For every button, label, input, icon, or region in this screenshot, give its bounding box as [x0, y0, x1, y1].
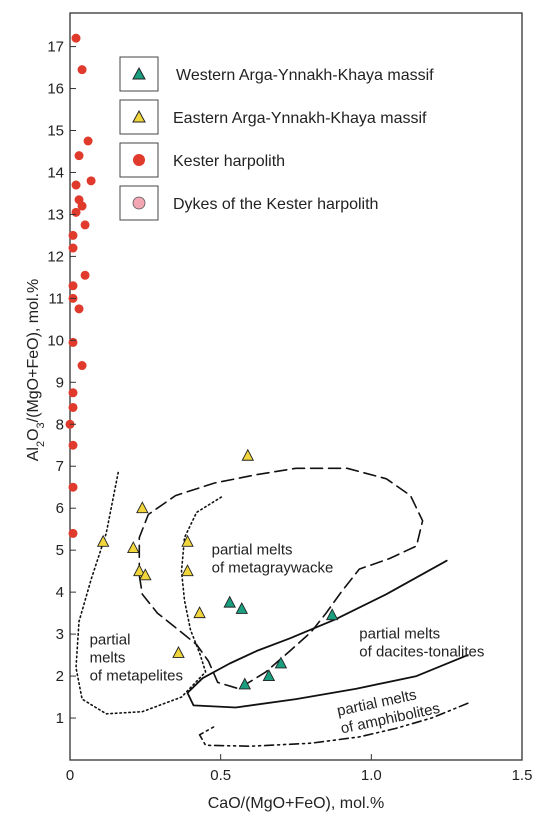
field-label-line: of dacites-tonalites [359, 643, 484, 660]
data-point-series-3 [83, 136, 93, 146]
data-point-series-3 [80, 270, 90, 280]
y-title-o: O [25, 428, 42, 440]
x-tick-label: 0.5 [210, 767, 231, 784]
data-point-series-3 [68, 528, 78, 538]
field-outline-2 [138, 467, 424, 690]
plot-frame [69, 12, 523, 761]
x-tick-label: 0 [66, 767, 74, 784]
data-point-series-3 [68, 388, 78, 398]
field-label-4: partial meltsof amphibolites [335, 682, 441, 737]
data-point-series-2 [181, 564, 194, 577]
x-tick-label: 1.0 [361, 767, 382, 784]
x-tick-label: 1.5 [512, 767, 533, 784]
y-title-sub-2: 2 [35, 441, 47, 447]
y-tick-label: 8 [56, 416, 64, 433]
x-axis-title: CaO/(MgO+FeO), mol.% [208, 795, 384, 812]
data-point-series-2 [139, 568, 152, 581]
data-point-series-1 [325, 608, 339, 621]
field-outline-4 [198, 702, 469, 748]
field-label-line: partial melts [212, 541, 293, 558]
data-point-series-3 [68, 482, 78, 492]
y-tick-label: 5 [56, 542, 64, 559]
data-point-series-2 [127, 541, 140, 554]
data-point-series-2 [96, 534, 110, 547]
data-point-series-2 [136, 501, 149, 514]
data-point-series-3 [68, 337, 78, 347]
y-tick-label: 14 [47, 164, 64, 181]
data-point-series-1 [274, 656, 288, 669]
data-point-series-2 [241, 448, 255, 461]
data-point-series-3 [77, 361, 87, 371]
data-point-series-3 [74, 304, 84, 314]
data-point-series-3 [71, 207, 81, 217]
data-point-series-2 [172, 646, 185, 658]
field-label-1: partial melts of metapelites [90, 632, 183, 685]
field-label-2: partial melts of metagraywacke [212, 541, 334, 576]
y-axis-title: Al2O3/(MgO+FeO), mol.% [25, 279, 47, 462]
y-tick-label: 1 [56, 710, 64, 727]
y-tick-label: 13 [47, 206, 64, 223]
field-label-line: melts [90, 650, 126, 667]
y-tick-label: 12 [47, 248, 64, 265]
field-label-line: partial [90, 632, 131, 649]
y-tick-label: 4 [56, 584, 64, 601]
data-point-series-3 [71, 33, 81, 43]
y-title-sub-3: 3 [35, 422, 47, 428]
data-point-series-3 [68, 281, 78, 291]
data-point-series-1 [262, 669, 276, 682]
y-tick-label: 10 [47, 332, 64, 349]
data-point-series-1 [223, 595, 236, 608]
y-tick-label: 7 [56, 458, 64, 475]
data-point-series-3 [80, 220, 90, 230]
data-point-series-3 [68, 402, 78, 412]
data-point-series-2 [193, 606, 206, 619]
y-title-rest: /(MgO+FeO), mol.% [25, 279, 42, 423]
legend: Western Arga-Ynnakh-Khaya massif Eastern… [119, 56, 434, 221]
fields-layer [75, 467, 469, 748]
data-point-series-3 [68, 230, 78, 240]
y-tick-label: 15 [47, 123, 64, 140]
y-tick-label: 17 [47, 39, 64, 56]
data-point-series-3 [71, 180, 81, 190]
data-point-series-1 [238, 677, 252, 690]
y-title-al: Al [25, 447, 42, 461]
legend-label-eastern: Eastern Arga-Ynnakh-Khaya massif [173, 110, 427, 127]
field-label-line: of metagraywacke [212, 559, 334, 576]
data-point-series-3 [68, 440, 78, 450]
y-tick-label: 2 [56, 668, 64, 685]
y-tick-label: 16 [47, 81, 64, 98]
field-label-3: partial melts of dacites-tonalites [359, 625, 484, 660]
data-point-series-2 [133, 564, 146, 577]
data-point-series-3 [68, 243, 78, 253]
legend-marker-dykes [132, 196, 146, 210]
legend-marker-eastern [132, 109, 146, 123]
legend-label-dykes: Dykes of the Kester harpolith [173, 196, 378, 213]
data-point-series-3 [77, 65, 87, 75]
field-label-line: partial melts [359, 625, 440, 642]
legend-label-kester: Kester harpolith [173, 153, 285, 170]
legend-marker-kester [133, 154, 145, 166]
points-layer [65, 33, 339, 690]
y-tick-label: 6 [56, 500, 64, 517]
legend-label-western: Western Arga-Ynnakh-Khaya massif [176, 67, 434, 84]
y-tick-label: 11 [48, 290, 64, 307]
data-point-series-2 [181, 534, 194, 547]
field-label-line: of metapelites [90, 668, 183, 685]
data-point-series-3 [74, 151, 84, 161]
y-tick-label: 9 [56, 374, 64, 391]
field-outline-3 [186, 559, 469, 709]
y-tick-label: 3 [56, 626, 64, 643]
legend-marker-western [132, 66, 146, 80]
data-point-series-3 [86, 176, 96, 186]
field-outline-1 [75, 471, 225, 715]
data-point-series-3 [77, 201, 87, 211]
data-point-series-1 [235, 601, 249, 614]
